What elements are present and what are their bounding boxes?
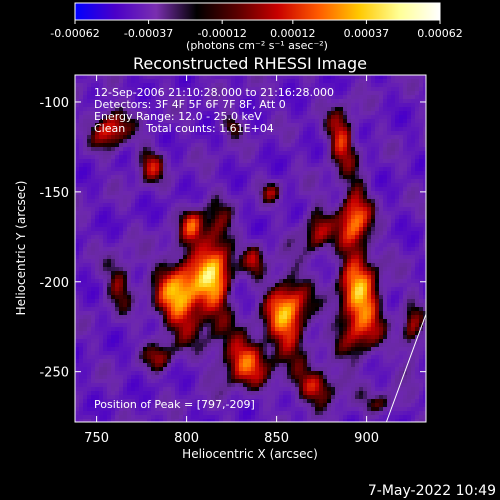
y-tick-label: -150: [39, 186, 69, 201]
colorbar-units-label: (photons cm⁻² s⁻¹ asec⁻²): [186, 39, 328, 52]
colorbar-tick-label: 0.00062: [417, 27, 463, 40]
colorbar: [74, 2, 441, 21]
plot-frame: [74, 74, 427, 423]
colorbar-tick-label: 0.00012: [270, 27, 316, 40]
annotation-peak-position: Position of Peak = [797,-209]: [94, 398, 255, 411]
heatmap-image: [75, 75, 426, 422]
colorbar-tick-label: -0.00062: [50, 27, 99, 40]
y-tick-label: -200: [39, 276, 69, 291]
chart-title: Reconstructed RHESSI Image: [133, 54, 367, 73]
x-tick-label: 900: [354, 431, 379, 446]
colorbar-ticks: -0.00062 -0.00037 -0.00012 0.00012 0.00037 0.…: [50, 20, 463, 40]
solar-limb-line: [385, 313, 427, 423]
y-tick-label: -100: [39, 96, 69, 111]
annotation-energy-range: Energy Range: 12.0 - 25.0 keV: [94, 110, 262, 123]
annotation-detectors: Detectors: 3F 4F 5F 6F 7F 8F, Att 0: [94, 98, 286, 111]
x-tick-label: 800: [174, 431, 199, 446]
colorbar-tick-label: -0.00037: [124, 27, 173, 40]
annotation-total-counts: Total counts: 1.61E+04: [145, 122, 274, 135]
x-axis: 750 800 850 900: [84, 75, 379, 446]
annotation-time-range: 12-Sep-2006 21:10:28.000 to 21:16:28.000: [94, 86, 334, 99]
info-annotations: 12-Sep-2006 21:10:28.000 to 21:16:28.000…: [94, 86, 334, 411]
colorbar-tick-label: -0.00012: [197, 27, 246, 40]
y-tick-label: -250: [39, 366, 69, 381]
colorbar-tick-label: 0.00037: [344, 27, 390, 40]
x-tick-label: 750: [84, 431, 109, 446]
annotation-clean: Clean: [94, 122, 125, 135]
x-tick-label: 850: [264, 431, 289, 446]
footer-date: 7-May-2022 10:49: [368, 483, 496, 499]
x-axis-label: Heliocentric X (arcsec): [182, 447, 318, 461]
y-axis: -100 -150 -200 -250: [39, 96, 426, 381]
y-axis-label: Heliocentric Y (arcsec): [14, 181, 28, 316]
